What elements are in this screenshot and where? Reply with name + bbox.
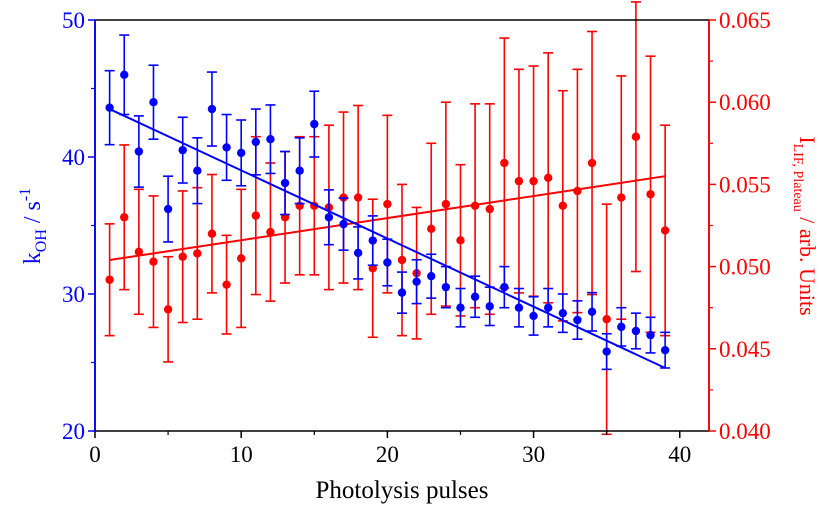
data-point bbox=[353, 193, 363, 202]
data-point bbox=[427, 224, 436, 233]
data-point bbox=[383, 199, 392, 209]
data-point bbox=[134, 147, 144, 156]
data-point bbox=[543, 303, 553, 312]
right-y-tick-label: 0.045 bbox=[719, 337, 771, 362]
data-point bbox=[251, 137, 261, 147]
data-point bbox=[617, 322, 626, 332]
left-axis-label: kOH / s-1 bbox=[17, 188, 50, 264]
left-y-tick-label: 40 bbox=[62, 145, 85, 170]
data-point bbox=[660, 345, 670, 355]
data-point bbox=[149, 98, 158, 107]
data-point bbox=[120, 70, 129, 80]
data-point bbox=[178, 145, 187, 155]
data-point bbox=[280, 178, 290, 188]
data-point bbox=[485, 204, 494, 214]
fit-line bbox=[109, 175, 666, 262]
data-point bbox=[514, 176, 524, 186]
data-point bbox=[529, 311, 538, 321]
right-axis-label: ILIF, Plateau / arb. Units bbox=[790, 136, 820, 315]
data-point bbox=[149, 257, 158, 266]
x-tick-label: 40 bbox=[668, 442, 691, 467]
data-point bbox=[310, 119, 319, 129]
data-point bbox=[193, 166, 202, 175]
data-point bbox=[412, 277, 421, 286]
data-point bbox=[427, 271, 436, 281]
data-point bbox=[397, 288, 407, 297]
data-point bbox=[207, 229, 217, 238]
data-point bbox=[441, 282, 451, 292]
x-tick-label: 20 bbox=[376, 442, 399, 467]
fit-line bbox=[109, 108, 666, 369]
series-koh bbox=[104, 34, 671, 371]
data-point bbox=[470, 292, 480, 301]
data-point bbox=[631, 132, 641, 141]
series-ilif bbox=[104, 1, 671, 436]
right-y-tick-label: 0.055 bbox=[719, 172, 771, 197]
data-point bbox=[251, 211, 261, 220]
axes: 0 10 20 30 40 20 30 40 50 0.040 0.045 0.050 0.055 0.0… bbox=[62, 8, 771, 467]
data-point bbox=[353, 248, 363, 258]
data-point bbox=[500, 282, 509, 292]
data-point bbox=[558, 201, 568, 210]
left-y-tick-label: 50 bbox=[62, 8, 85, 33]
data-point bbox=[441, 199, 451, 209]
data-point bbox=[236, 254, 246, 263]
data-point bbox=[514, 303, 524, 312]
data-point bbox=[163, 204, 173, 214]
data-point bbox=[383, 258, 392, 267]
right-y-tick-label: 0.065 bbox=[719, 8, 771, 33]
data-point bbox=[646, 330, 655, 340]
data-point bbox=[339, 219, 348, 229]
left-y-tick-label: 20 bbox=[62, 419, 85, 444]
data-point bbox=[543, 173, 553, 183]
plot-area bbox=[104, 1, 671, 436]
right-y-tick-label: 0.060 bbox=[719, 90, 771, 115]
data-point bbox=[120, 213, 129, 222]
x-tick-label: 10 bbox=[230, 442, 253, 467]
data-point bbox=[587, 158, 597, 168]
data-point bbox=[529, 176, 538, 186]
data-point bbox=[617, 193, 626, 202]
right-y-tick-label: 0.050 bbox=[719, 255, 771, 280]
data-point bbox=[295, 166, 304, 175]
data-point bbox=[368, 264, 377, 273]
data-point bbox=[456, 303, 465, 312]
data-point bbox=[573, 315, 582, 325]
data-point bbox=[222, 143, 231, 152]
x-tick-label: 0 bbox=[89, 442, 101, 467]
data-point bbox=[207, 104, 217, 114]
data-point bbox=[485, 302, 494, 311]
data-point bbox=[178, 252, 187, 261]
data-point bbox=[397, 255, 407, 265]
data-point bbox=[266, 227, 275, 237]
data-point bbox=[193, 249, 202, 258]
data-point bbox=[266, 134, 275, 144]
x-tick-label: 30 bbox=[522, 442, 545, 467]
left-y-tick-label: 30 bbox=[62, 282, 85, 307]
data-point bbox=[163, 305, 173, 314]
data-point bbox=[646, 190, 655, 199]
data-point bbox=[660, 226, 670, 235]
data-point bbox=[134, 247, 144, 257]
data-point bbox=[631, 326, 641, 336]
data-point bbox=[587, 307, 597, 317]
data-point bbox=[222, 280, 231, 289]
data-point bbox=[105, 275, 114, 284]
data-point bbox=[558, 308, 568, 318]
data-point bbox=[500, 158, 509, 168]
right-y-tick-label: 0.040 bbox=[719, 419, 771, 444]
x-axis-label: Photolysis pulses bbox=[316, 477, 489, 504]
data-point bbox=[602, 347, 611, 356]
data-point bbox=[324, 213, 334, 222]
data-point bbox=[236, 148, 246, 158]
data-point bbox=[456, 236, 465, 245]
data-point bbox=[602, 315, 611, 324]
data-point bbox=[368, 236, 377, 245]
